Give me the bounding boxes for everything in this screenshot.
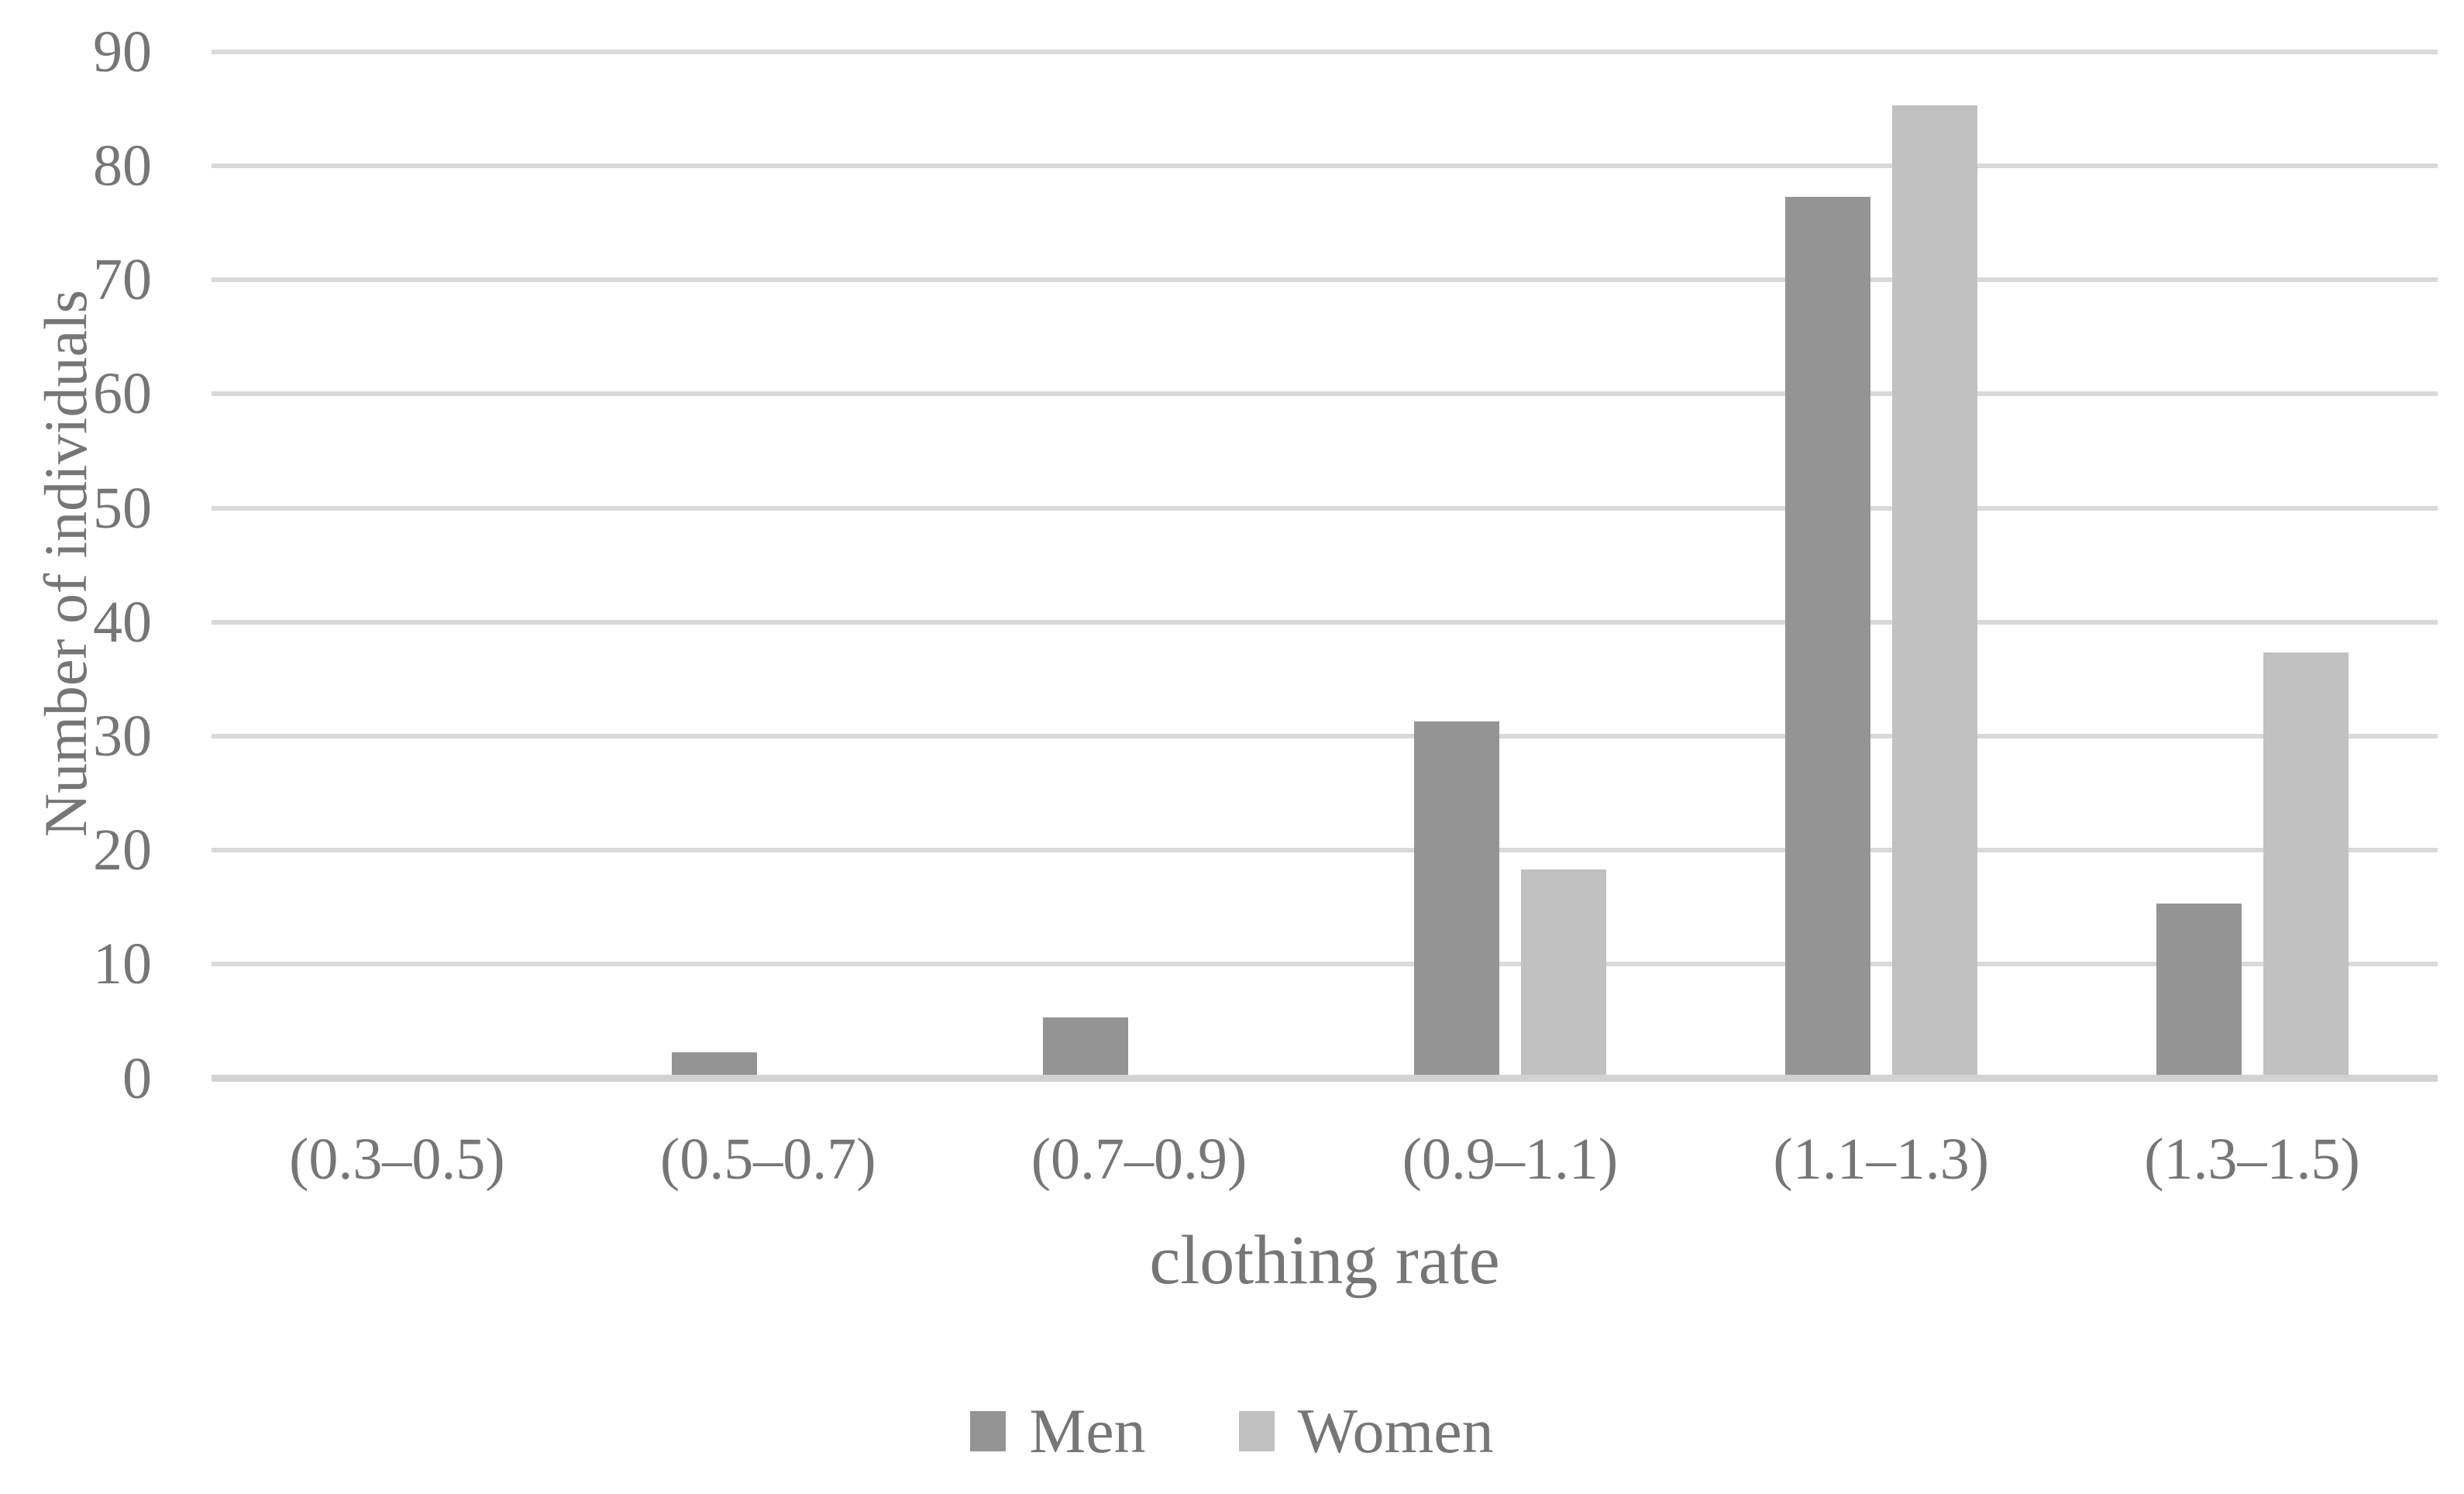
bar-men (2156, 904, 2242, 1075)
legend-swatch-men (970, 1411, 1007, 1451)
legend-item-women: Women (1238, 1396, 1494, 1466)
gridline (212, 733, 2438, 738)
legend-item-men: Men (970, 1396, 1146, 1466)
x-tick-label: (1.3–1.5) (2144, 1127, 2360, 1192)
gridline (212, 619, 2438, 625)
gridline (212, 391, 2438, 397)
legend: Men Women (0, 1399, 2464, 1463)
y-tick-label: 80 (93, 133, 152, 198)
bar-women (1521, 869, 1606, 1075)
bar-men (672, 1052, 757, 1075)
x-tick-label: (1.1–1.3) (1773, 1127, 1990, 1192)
y-tick-label: 70 (93, 247, 152, 313)
y-tick-label: 90 (93, 19, 152, 84)
y-tick-label: 30 (93, 703, 152, 769)
gridline (212, 49, 2438, 54)
gridline (212, 505, 2438, 511)
x-tick-label: (0.9–1.1) (1402, 1127, 1619, 1192)
gridline (212, 848, 2438, 853)
x-axis-title: clothing rate (1149, 1222, 1500, 1299)
bar-men (1043, 1017, 1128, 1075)
bar-women (1892, 105, 1977, 1075)
y-tick-label: 50 (93, 475, 152, 541)
x-tick-label: (0.5–0.7) (659, 1127, 876, 1192)
bar-men (1414, 721, 1499, 1075)
legend-label-men: Men (1029, 1396, 1146, 1466)
legend-label-women: Women (1297, 1396, 1494, 1466)
x-axis-line (212, 1075, 2438, 1082)
gridline (212, 163, 2438, 168)
gridline (212, 962, 2438, 967)
x-tick-label: (0.3–0.5) (289, 1127, 505, 1192)
y-tick-label: 20 (93, 818, 152, 883)
y-tick-label: 40 (93, 589, 152, 655)
y-tick-label: 60 (93, 361, 152, 427)
gridline (212, 277, 2438, 283)
y-tick-label: 10 (93, 931, 152, 997)
x-tick-label: (0.7–0.9) (1031, 1127, 1247, 1192)
bar-men (1785, 197, 1870, 1075)
y-tick-label: 0 (122, 1045, 152, 1111)
bar-women (2263, 652, 2349, 1075)
legend-swatch-women (1238, 1411, 1275, 1451)
